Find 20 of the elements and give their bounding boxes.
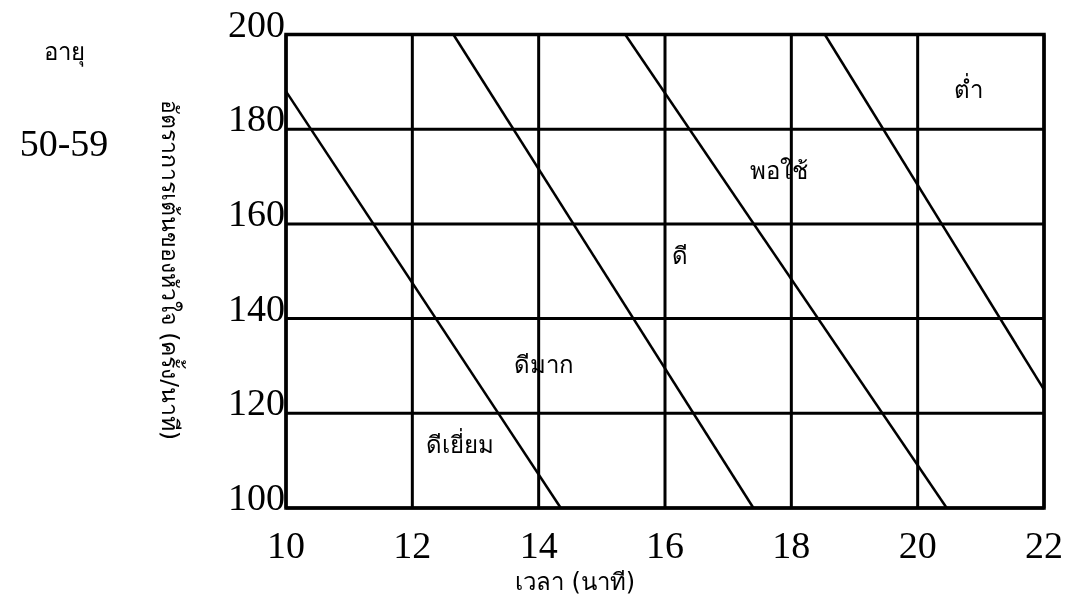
x-tick-label: 14 — [519, 524, 558, 566]
x-tick-label: 22 — [1025, 524, 1063, 566]
annotation: ดี — [672, 242, 689, 271]
y-tick-label: 180 — [228, 97, 285, 140]
text: 50-59 — [19, 122, 109, 164]
annotation: ต่ำ — [953, 73, 983, 105]
y-tick-label: 120 — [228, 381, 285, 424]
x-axis-title: เวลา (นาที) — [514, 568, 636, 596]
text: อายุ — [43, 38, 85, 67]
y-tick-label: 200 — [228, 2, 285, 45]
x-tick-label: 16 — [646, 524, 684, 566]
x-tick-label: 10 — [267, 524, 305, 566]
y-tick-label: 100 — [228, 476, 285, 518]
x-tick-label: 12 — [393, 524, 432, 566]
annotation: ดีเยี่ยม — [426, 428, 495, 460]
x-tick-label: 18 — [772, 524, 811, 566]
y-axis-title: อัตราการเต้นของหัวใจ (ครั้ง/นาที) — [156, 99, 186, 441]
x-tick-label: 20 — [898, 524, 937, 566]
y-tick-label: 160 — [228, 191, 285, 234]
y-tick-label: 140 — [228, 286, 285, 329]
